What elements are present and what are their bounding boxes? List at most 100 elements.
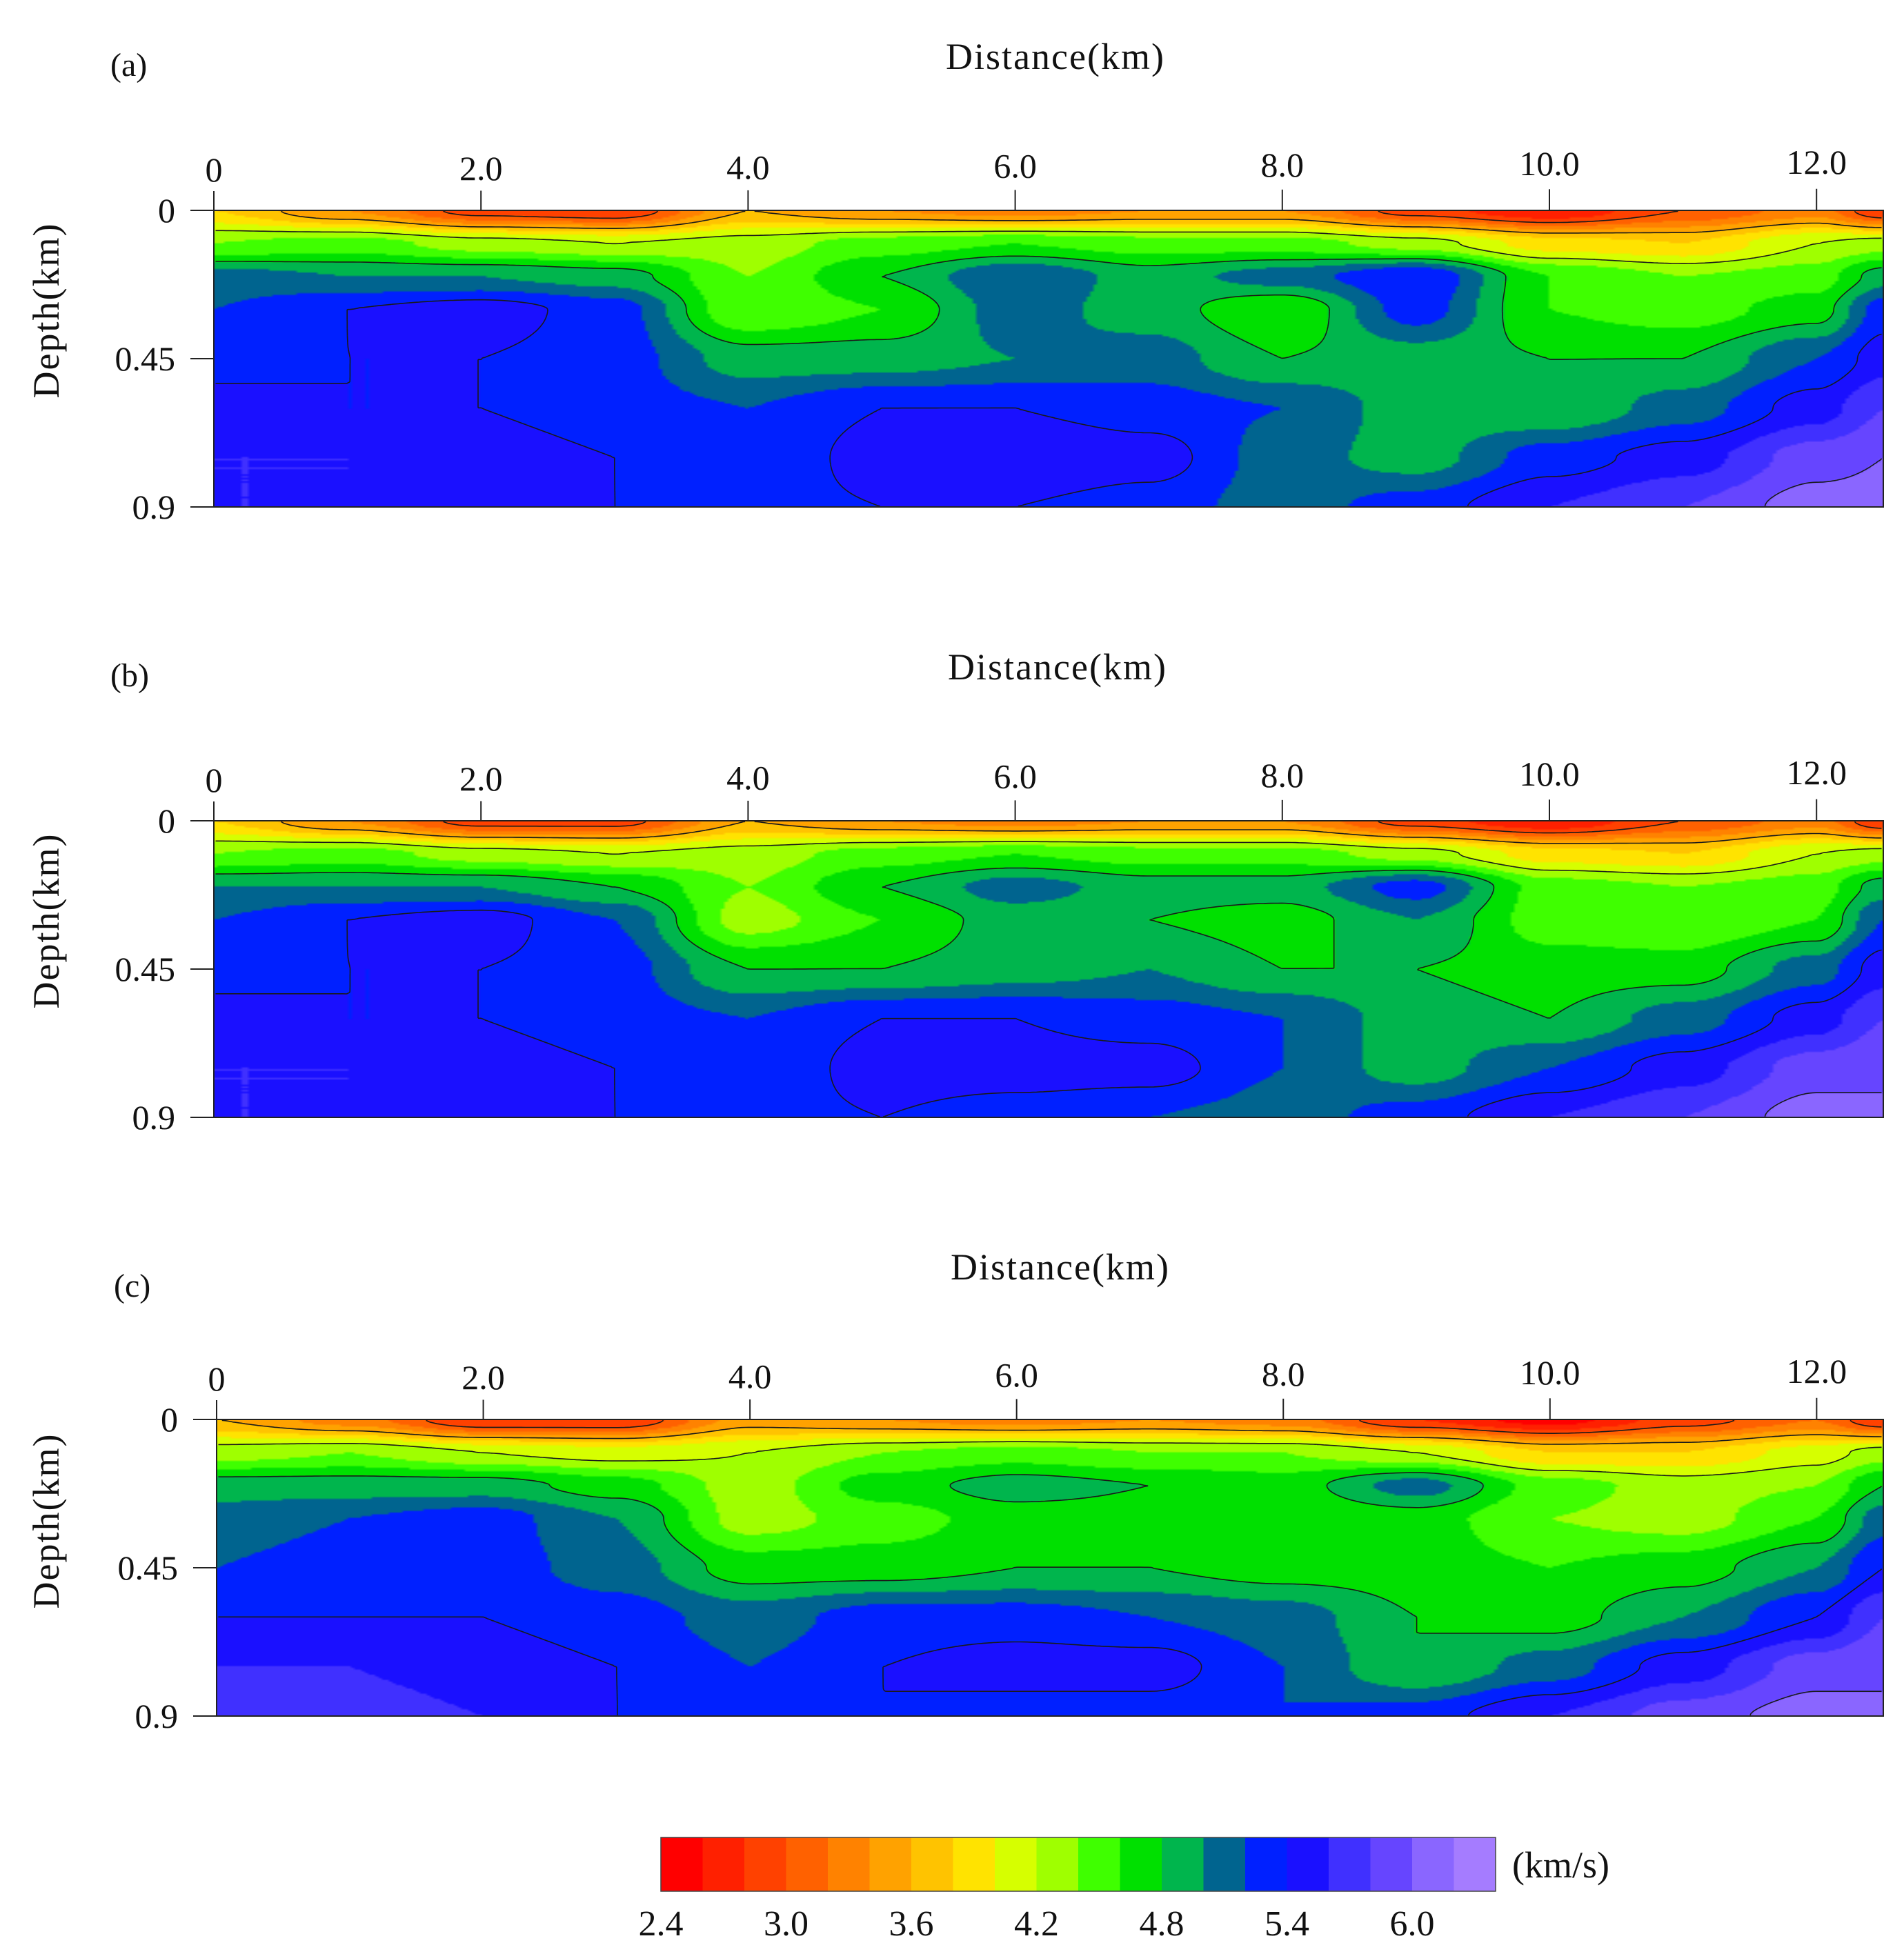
- panel-b-label: (b): [110, 657, 149, 694]
- colorbar-swatch: [786, 1837, 829, 1891]
- colorbar-tick-label: 4.8: [1140, 1904, 1184, 1944]
- x-tick-label: 4.0: [726, 758, 770, 797]
- colorbar-swatch: [1036, 1837, 1079, 1891]
- colorbar-swatch: [911, 1837, 953, 1891]
- panel-c-x-axis-title: Distance(km): [951, 1246, 1170, 1288]
- contour-line-3: [426, 1419, 1882, 1434]
- x-tick-label: 0: [206, 761, 223, 799]
- y-tick-label: 0: [158, 191, 175, 230]
- panel-b-velocity-image: [214, 821, 1883, 1117]
- panel-a-label: (a): [110, 47, 147, 83]
- colorbar-swatch: [1203, 1837, 1246, 1891]
- colorbar-swatches: [661, 1837, 1496, 1891]
- panel-c-y-ticks: 0 0.45 0.9: [118, 1400, 217, 1735]
- y-tick-label: 0.9: [132, 488, 176, 526]
- x-tick-label: 8.0: [1261, 146, 1305, 184]
- contour-line-5-4: [215, 299, 1882, 507]
- y-tick-label: 0.9: [135, 1697, 179, 1735]
- contour-line-3-6: [221, 1419, 1882, 1445]
- panel-c-contours: [218, 1419, 1883, 1716]
- colorbar-unit-label: (km/s): [1512, 1844, 1609, 1886]
- panel-b-x-ticks: 0 2.0 4.0 6.0 8.0 10.0 12.0: [206, 753, 1847, 821]
- panel-a: (a) Distance(km) Depth(km) 0 2.0 4.0 6.0 8.0…: [26, 36, 1884, 526]
- colorbar-swatch: [1287, 1837, 1329, 1891]
- colorbar-swatch: [1454, 1837, 1496, 1891]
- colorbar-swatch: [995, 1837, 1037, 1891]
- x-tick-label: 2.0: [459, 149, 503, 188]
- x-tick-label: 6.0: [993, 757, 1037, 796]
- colorbar: 2.4 3.0 3.6 4.2 4.8 5.4 6.0 (km/s): [639, 1837, 1609, 1944]
- colorbar-tick-label: 3.6: [889, 1904, 934, 1944]
- y-tick-label: 0.45: [115, 950, 176, 988]
- panel-b-x-axis-title: Distance(km): [948, 646, 1167, 688]
- contour-line-3-6: [281, 821, 1882, 844]
- panel-a-contours: [215, 210, 1883, 507]
- x-tick-label: 2.0: [459, 759, 503, 798]
- contour-line-6: [1764, 1092, 1882, 1117]
- colorbar-swatch: [1120, 1837, 1162, 1891]
- x-tick-label: 12.0: [1786, 143, 1847, 181]
- colorbar-swatch: [1329, 1837, 1371, 1891]
- colorbar-swatch: [1370, 1837, 1413, 1891]
- colorbar-tick-label: 6.0: [1390, 1904, 1435, 1944]
- panel-c: (c) Distance(km) Depth(km) 0 2.0 4.0 6.0 8.0…: [26, 1246, 1884, 1735]
- panel-c-x-ticks: 0 2.0 4.0 6.0 8.0 10.0 12.0: [208, 1352, 1847, 1419]
- colorbar-tick-label: 4.2: [1014, 1904, 1059, 1944]
- colorbar-frame: [660, 1837, 1496, 1892]
- contour-line-6: [1749, 1691, 1882, 1716]
- colorbar-swatch: [869, 1837, 912, 1891]
- y-tick-label: 0.45: [118, 1548, 179, 1587]
- panel-a-velocity-field: [214, 210, 1883, 507]
- colorbar-swatch: [1245, 1837, 1287, 1891]
- colorbar-swatch: [1162, 1837, 1204, 1891]
- y-tick-label: 0: [161, 1400, 178, 1439]
- colorbar-swatch: [744, 1837, 786, 1891]
- y-tick-label: 0.9: [132, 1098, 176, 1137]
- y-tick-label: 0: [158, 801, 175, 840]
- contour-line-4-2: [215, 230, 1882, 264]
- panel-a-y-ticks: 0 0.45 0.9: [115, 191, 214, 526]
- panel-c-velocity-field: [217, 1419, 1883, 1716]
- x-tick-label: 4.0: [726, 148, 770, 186]
- x-tick-label: 12.0: [1787, 1352, 1847, 1390]
- panel-a-x-ticks: 0 2.0 4.0 6.0 8.0 10.0 12.0: [206, 143, 1847, 210]
- x-tick-label: 0: [206, 150, 223, 189]
- contour-line-3-6: [281, 210, 1882, 234]
- contour-line-5-4: [215, 909, 1882, 1117]
- colorbar-tick-label: 3.0: [764, 1904, 809, 1944]
- colorbar-swatch: [953, 1837, 995, 1891]
- colorbar-swatch: [661, 1837, 703, 1891]
- panel-b-y-axis-title: Depth(km): [26, 833, 67, 1009]
- contour-line-4-8: [215, 255, 1882, 360]
- x-tick-label: 10.0: [1519, 755, 1580, 793]
- x-tick-label: 8.0: [1261, 756, 1305, 795]
- panel-a-x-axis-title: Distance(km): [946, 36, 1165, 77]
- colorbar-swatch: [1412, 1837, 1454, 1891]
- contour-line-4-8: [218, 1472, 1883, 1634]
- contour-line-6: [1764, 458, 1883, 507]
- panel-b-contours: [215, 821, 1882, 1117]
- x-tick-label: 6.0: [995, 1356, 1038, 1395]
- x-tick-label: 10.0: [1519, 144, 1580, 183]
- panel-b: (b) Distance(km) Depth(km) 0 2.0 4.0 6.0 8.0…: [26, 646, 1884, 1137]
- y-tick-label: 0.45: [115, 339, 176, 378]
- x-tick-label: 8.0: [1262, 1355, 1305, 1393]
- colorbar-tick-label: 5.4: [1265, 1904, 1309, 1944]
- colorbar-tick-labels: 2.4 3.0 3.6 4.2 4.8 5.4 6.0: [639, 1904, 1435, 1944]
- contour-line-4-2: [215, 840, 1882, 875]
- x-tick-label: 0: [208, 1359, 226, 1398]
- panel-a-y-axis-title: Depth(km): [26, 223, 67, 399]
- panel-b-y-ticks: 0 0.45 0.9: [115, 801, 214, 1137]
- colorbar-swatch: [702, 1837, 745, 1891]
- panel-b-velocity-field: [214, 821, 1883, 1117]
- x-tick-label: 6.0: [993, 147, 1037, 186]
- x-tick-label: 10.0: [1520, 1353, 1580, 1392]
- colorbar-tick-label: 2.4: [639, 1904, 684, 1944]
- x-tick-label: 2.0: [462, 1358, 505, 1397]
- x-tick-label: 12.0: [1786, 753, 1847, 792]
- contour-line-4-8: [215, 867, 1882, 1019]
- contour-line-5-4: [218, 1568, 1883, 1716]
- contour-line-4-2: [218, 1441, 1882, 1477]
- contour-line-3: [443, 821, 1882, 834]
